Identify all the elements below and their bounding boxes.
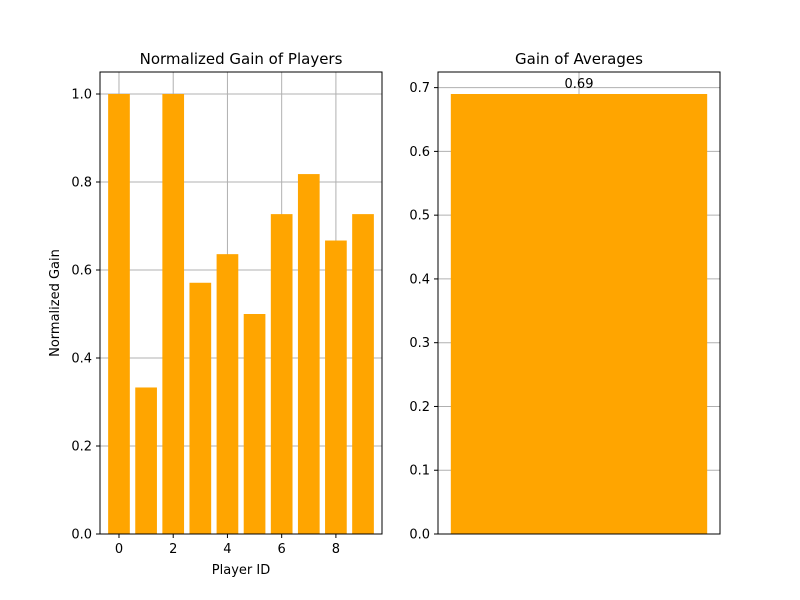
average-gain-bars: 0.69 — [450, 77, 708, 534]
player-gain-bar — [135, 387, 157, 534]
player-gain-x-tick-label: 8 — [332, 542, 340, 557]
player-gain-bar — [325, 240, 347, 534]
player-gain-x-tick-label: 2 — [169, 542, 177, 557]
player-gain-bar — [243, 314, 266, 534]
player-gain-x-tick-label: 6 — [278, 542, 286, 557]
average-gain-y-tick-label: 0.6 — [409, 145, 430, 160]
player-gain-bar — [270, 214, 293, 534]
average-gain-y-tick-label: 0.5 — [409, 209, 430, 224]
player-gain-y-tick-label: 0.8 — [71, 176, 92, 191]
player-gain-chart: 0 2 4 6 8 0.0 0.2 0.4 0.6 0.8 1.0 Normalized Gain… — [48, 50, 383, 578]
player-gain-x-tick-label: 4 — [223, 542, 231, 557]
player-gain-bar — [352, 214, 374, 534]
player-gain-x-axis-label: Player ID — [212, 563, 270, 578]
average-gain-y-ticks: 0.0 0.1 0.2 0.3 0.4 0.5 0.6 0.7 — [409, 81, 438, 543]
player-gain-bar — [108, 94, 130, 534]
player-gain-y-tick-label: 0.0 — [71, 528, 92, 543]
average-gain-y-tick-label: 0.0 — [409, 528, 430, 543]
player-gain-y-tick-label: 0.2 — [71, 440, 92, 455]
player-gain-y-axis-label: Normalized Gain — [48, 249, 63, 357]
player-gain-x-ticks: 0 2 4 6 8 — [115, 534, 340, 557]
average-gain-y-tick-label: 0.1 — [409, 464, 430, 479]
player-gain-x-tick-label: 0 — [115, 542, 123, 557]
average-gain-chart: 0.69 0.0 0.1 0.2 0.3 0.4 0.5 0.6 0.7 Gain of Av… — [409, 50, 721, 543]
player-gain-y-tick-label: 0.6 — [71, 264, 92, 279]
average-gain-y-tick-label: 0.4 — [409, 272, 430, 287]
player-gain-bar — [216, 254, 239, 534]
player-gain-y-tick-label: 1.0 — [71, 88, 92, 103]
player-gain-axes-frame — [99, 71, 383, 535]
player-gain-y-ticks: 0.0 0.2 0.4 0.6 0.8 1.0 — [71, 88, 100, 543]
player-gain-bar — [162, 94, 185, 534]
average-gain-y-tick-label: 0.3 — [409, 336, 430, 351]
average-gain-title: Gain of Averages — [515, 50, 643, 68]
average-gain-bar — [450, 94, 708, 534]
player-gain-bars — [108, 94, 374, 534]
average-gain-y-tick-label: 0.2 — [409, 400, 430, 415]
player-gain-bar — [189, 282, 212, 534]
player-gain-title: Normalized Gain of Players — [140, 50, 343, 68]
average-gain-data-label: 0.69 — [565, 77, 594, 92]
average-gain-axes-frame — [437, 71, 721, 535]
player-gain-bar — [297, 174, 320, 534]
player-gain-y-tick-label: 0.4 — [71, 352, 92, 367]
average-gain-y-tick-label: 0.7 — [409, 81, 430, 96]
